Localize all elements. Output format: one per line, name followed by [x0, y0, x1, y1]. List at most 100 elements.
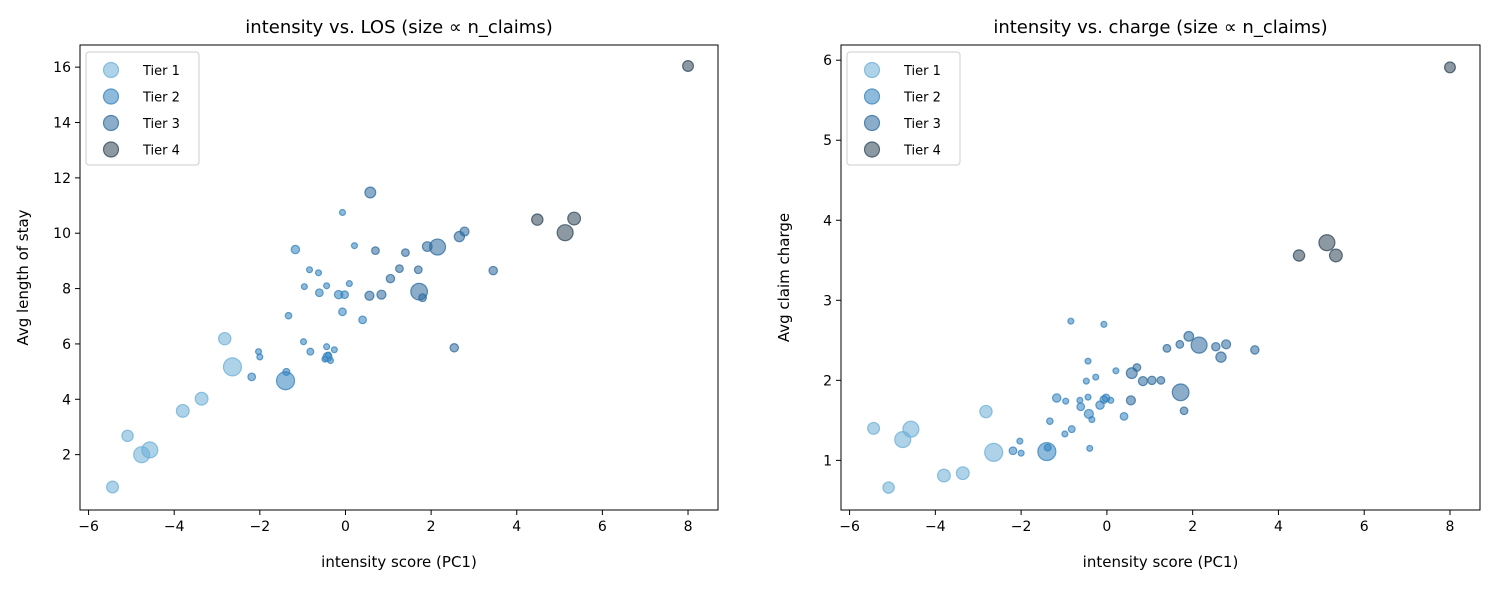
data-point — [284, 311, 293, 320]
data-point — [338, 307, 347, 317]
data-point — [323, 282, 331, 290]
data-point — [1137, 376, 1149, 387]
data-point — [955, 466, 970, 481]
data-point — [364, 290, 375, 301]
data-point — [1292, 249, 1306, 262]
x-tick-label: 4 — [512, 519, 521, 535]
data-point — [401, 248, 410, 257]
data-point — [567, 211, 582, 226]
y-tick-label: 2 — [823, 373, 832, 389]
chart-title: intensity vs. charge (size ∝ n_claims) — [993, 17, 1327, 38]
legend-label: Tier 2 — [903, 91, 941, 106]
data-point — [531, 213, 544, 226]
data-point — [1061, 430, 1069, 438]
data-point — [314, 269, 323, 277]
data-point — [1062, 397, 1070, 405]
data-point — [556, 224, 574, 242]
legend-marker — [863, 61, 881, 79]
data-point — [218, 331, 232, 346]
x-axis-label: intensity score (PC1) — [321, 553, 477, 571]
data-point — [1088, 416, 1096, 424]
data-point — [1067, 317, 1075, 325]
data-point — [1017, 449, 1025, 457]
data-point — [1086, 444, 1094, 452]
legend-label: Tier 4 — [142, 144, 180, 159]
data-point — [395, 264, 404, 274]
data-point — [300, 283, 308, 291]
legend-marker — [102, 114, 120, 132]
data-point — [247, 372, 257, 382]
y-tick-label: 12 — [53, 171, 71, 187]
data-point — [1132, 363, 1142, 372]
x-tick-label: 8 — [684, 519, 693, 535]
data-point — [1221, 339, 1232, 350]
data-point — [1444, 61, 1456, 74]
subplot-1: intensity vs. LOS (size ∝ n_claims)inten… — [14, 17, 719, 571]
x-axis-label: intensity score (PC1) — [1083, 553, 1239, 571]
legend-box — [85, 51, 200, 166]
x-tick-label: 2 — [1188, 519, 1197, 535]
legend-label: Tier 1 — [142, 64, 180, 79]
legend-marker — [102, 88, 120, 105]
data-point — [175, 403, 190, 418]
data-point — [256, 353, 264, 361]
x-tick-label: −2 — [250, 519, 271, 535]
data-point — [1318, 234, 1336, 252]
y-tick-label: 2 — [62, 448, 71, 464]
data-point — [413, 265, 423, 275]
data-point — [1125, 395, 1137, 406]
y-tick-label: 6 — [823, 53, 832, 69]
x-tick-label: −6 — [839, 519, 860, 535]
data-point — [1046, 417, 1054, 425]
data-point — [1183, 330, 1195, 342]
data-point — [1008, 446, 1018, 456]
data-point — [299, 338, 308, 346]
y-axis-label: Avg claim charge — [775, 213, 793, 342]
data-point — [1092, 373, 1100, 381]
y-tick-label: 14 — [53, 116, 71, 132]
data-point — [282, 367, 291, 376]
data-point — [141, 441, 159, 459]
y-axis-label: Avg length of stay — [14, 209, 32, 345]
data-point — [1179, 406, 1189, 416]
data-point — [1099, 395, 1109, 404]
legend-marker — [102, 141, 120, 158]
data-point — [290, 244, 301, 255]
legend-marker — [102, 61, 120, 79]
x-tick-label: 2 — [427, 519, 436, 535]
data-point — [345, 280, 353, 288]
legend-marker — [863, 141, 881, 158]
data-point — [1119, 411, 1129, 421]
data-point — [1328, 248, 1343, 263]
data-point — [428, 238, 447, 256]
y-tick-label: 10 — [53, 226, 71, 242]
data-point — [306, 347, 315, 356]
data-point — [449, 343, 459, 353]
data-point — [936, 468, 951, 483]
data-point — [330, 346, 338, 354]
legend-label: Tier 3 — [903, 117, 941, 132]
legend-marker — [863, 88, 881, 105]
legend: Tier 1 Tier 2 Tier 3 Tier 4 — [85, 51, 200, 166]
x-tick-label: −4 — [164, 519, 185, 535]
legend-label: Tier 2 — [142, 91, 180, 106]
data-point — [1076, 402, 1086, 412]
axes-frame — [79, 44, 719, 511]
data-point — [1112, 367, 1120, 375]
y-tick-label: 16 — [53, 60, 71, 76]
chart-title: intensity vs. LOS (size ∝ n_claims) — [245, 17, 552, 38]
y-tick-label: 1 — [823, 453, 832, 469]
x-tick-label: 6 — [598, 519, 607, 535]
data-point — [1171, 383, 1190, 402]
data-point — [1076, 396, 1084, 404]
x-tick-label: 6 — [1360, 519, 1369, 535]
data-point — [340, 290, 350, 300]
data-point — [350, 242, 359, 250]
data-point — [1100, 320, 1108, 328]
x-tick-label: 8 — [1446, 519, 1455, 535]
y-tick-label: 8 — [62, 282, 71, 298]
y-tick-label: 4 — [62, 392, 71, 408]
data-point — [1016, 437, 1024, 445]
data-point — [222, 357, 243, 377]
legend-label: Tier 3 — [142, 117, 180, 132]
